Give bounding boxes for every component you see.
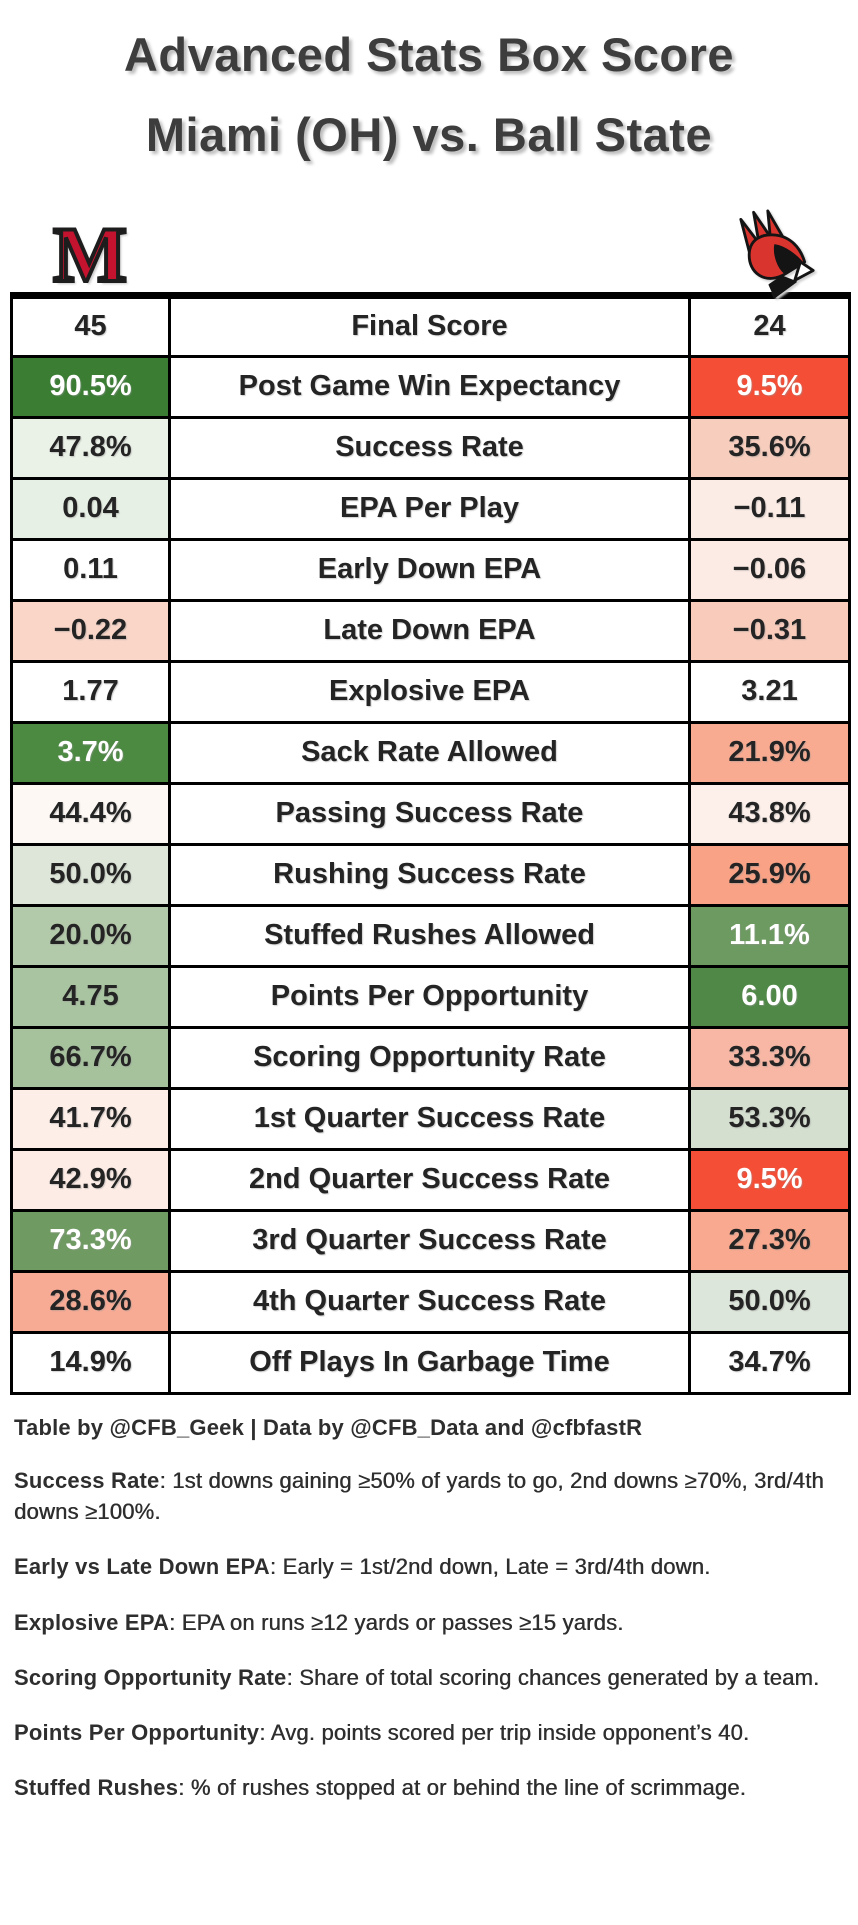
miami-value-cell: 42.9% <box>10 1147 171 1212</box>
footnote-term: Explosive EPA <box>14 1609 170 1635</box>
table-row: 47.8% Success Rate 35.6% <box>10 415 851 480</box>
miami-m-icon: M <box>51 211 129 298</box>
ballstate-value-cell: 11.1% <box>688 903 851 968</box>
ballstate-value-cell: 9.5% <box>688 354 851 419</box>
metric-label-cell: Rushing Success Rate <box>168 842 691 907</box>
footnote-term: Points Per Opportunity <box>14 1720 260 1746</box>
miami-value-cell: 14.9% <box>10 1330 171 1395</box>
cardinal-icon <box>739 209 815 299</box>
footnote: Early vs Late Down EPA: Early = 1st/2nd … <box>14 1551 844 1582</box>
metric-label-cell: Off Plays In Garbage Time <box>168 1330 691 1395</box>
ballstate-value-cell: −0.31 <box>688 598 851 663</box>
metric-label-cell: Stuffed Rushes Allowed <box>168 903 691 968</box>
box-score-table: 45 Final Score 24 90.5% Post Game Win Ex… <box>10 291 851 1395</box>
miami-value-cell: 0.04 <box>10 476 171 541</box>
footnote-term: Scoring Opportunity Rate <box>14 1664 287 1690</box>
footnote: Success Rate: 1st downs gaining ≥50% of … <box>14 1465 844 1527</box>
ballstate-value-cell: 35.6% <box>688 415 851 480</box>
table-row: 41.7% 1st Quarter Success Rate 53.3% <box>10 1086 851 1151</box>
footnote-term: Success Rate <box>14 1467 160 1493</box>
miami-oh-logo: M <box>50 213 130 301</box>
ballstate-value-cell: 53.3% <box>688 1086 851 1151</box>
footnote-text: : EPA on runs ≥12 yards or passes ≥15 ya… <box>169 1609 624 1635</box>
miami-value-cell: 90.5% <box>10 354 171 419</box>
footnote-text: : Share of total scoring chances generat… <box>286 1664 820 1690</box>
footnote-text: : 1st downs gaining ≥50% of yards to go,… <box>14 1467 824 1525</box>
table-row: 14.9% Off Plays In Garbage Time 34.7% <box>10 1330 851 1395</box>
metric-label-cell: Scoring Opportunity Rate <box>168 1025 691 1090</box>
metric-label-cell: 2nd Quarter Success Rate <box>168 1147 691 1212</box>
miami-value-cell: 44.4% <box>10 781 171 846</box>
table-row: 66.7% Scoring Opportunity Rate 33.3% <box>10 1025 851 1090</box>
miami-value-cell: 28.6% <box>10 1269 171 1334</box>
table-row: 4.75 Points Per Opportunity 6.00 <box>10 964 851 1029</box>
table-row: 20.0% Stuffed Rushes Allowed 11.1% <box>10 903 851 968</box>
metric-label-cell: Post Game Win Expectancy <box>168 354 691 419</box>
footnote: Scoring Opportunity Rate: Share of total… <box>14 1662 844 1693</box>
footnote-text: : Early = 1st/2nd down, Late = 3rd/4th d… <box>269 1554 711 1580</box>
table-row: −0.22 Late Down EPA −0.31 <box>10 598 851 663</box>
table-row: 42.9% 2nd Quarter Success Rate 9.5% <box>10 1147 851 1212</box>
miami-value-cell: 3.7% <box>10 720 171 785</box>
table-row: 44.4% Passing Success Rate 43.8% <box>10 781 851 846</box>
miami-value-cell: 41.7% <box>10 1086 171 1151</box>
metric-label-cell: Points Per Opportunity <box>168 964 691 1029</box>
metric-label-cell: Success Rate <box>168 415 691 480</box>
ballstate-value-cell: 6.00 <box>688 964 851 1029</box>
footnote-text: : % of rushes stopped at or behind the l… <box>178 1775 746 1801</box>
metric-label-cell: 4th Quarter Success Rate <box>168 1269 691 1334</box>
ballstate-value-cell: 24 <box>688 293 851 358</box>
miami-value-cell: 0.11 <box>10 537 171 602</box>
footnote: Explosive EPA: EPA on runs ≥12 yards or … <box>14 1607 844 1638</box>
footnote-term: Early vs Late Down EPA <box>14 1554 270 1580</box>
metric-label-cell: Explosive EPA <box>168 659 691 724</box>
footnote: Stuffed Rushes: % of rushes stopped at o… <box>14 1772 844 1803</box>
ballstate-value-cell: 9.5% <box>688 1147 851 1212</box>
footnote-term: Stuffed Rushes <box>14 1775 179 1801</box>
miami-value-cell: 4.75 <box>10 964 171 1029</box>
table-row: 73.3% 3rd Quarter Success Rate 27.3% <box>10 1208 851 1273</box>
table-row: 45 Final Score 24 <box>10 293 851 358</box>
ballstate-value-cell: 34.7% <box>688 1330 851 1395</box>
metric-label-cell: Early Down EPA <box>168 537 691 602</box>
table-row: 28.6% 4th Quarter Success Rate 50.0% <box>10 1269 851 1334</box>
metric-label-cell: EPA Per Play <box>168 476 691 541</box>
table-row: 90.5% Post Game Win Expectancy 9.5% <box>10 354 851 419</box>
ballstate-value-cell: 50.0% <box>688 1269 851 1334</box>
metric-label-cell: Passing Success Rate <box>168 781 691 846</box>
table-row: 3.7% Sack Rate Allowed 21.9% <box>10 720 851 785</box>
miami-value-cell: 20.0% <box>10 903 171 968</box>
ballstate-value-cell: 27.3% <box>688 1208 851 1273</box>
ballstate-value-cell: 43.8% <box>688 781 851 846</box>
ballstate-value-cell: 25.9% <box>688 842 851 907</box>
page-title-line2: Miami (OH) vs. Ball State <box>145 108 713 162</box>
table-row: 0.11 Early Down EPA −0.06 <box>10 537 851 602</box>
ballstate-value-cell: −0.06 <box>688 537 851 602</box>
ballstate-value-cell: 3.21 <box>688 659 851 724</box>
miami-value-cell: 50.0% <box>10 842 171 907</box>
footnote-text: : Avg. points scored per trip inside opp… <box>259 1720 750 1746</box>
ballstate-value-cell: 33.3% <box>688 1025 851 1090</box>
metric-label-cell: Late Down EPA <box>168 598 691 663</box>
footnote: Points Per Opportunity: Avg. points scor… <box>14 1717 844 1748</box>
metric-label-cell: 1st Quarter Success Rate <box>168 1086 691 1151</box>
metric-label-cell: Sack Rate Allowed <box>168 720 691 785</box>
miami-value-cell: 66.7% <box>10 1025 171 1090</box>
ball-state-cardinal-logo <box>739 209 815 299</box>
metric-label-cell: 3rd Quarter Success Rate <box>168 1208 691 1273</box>
table-row: 1.77 Explosive EPA 3.21 <box>10 659 851 724</box>
metric-label-cell: Final Score <box>168 293 691 358</box>
footer: Table by @CFB_Geek | Data by @CFB_Data a… <box>14 1415 844 1804</box>
credit-line: Table by @CFB_Geek | Data by @CFB_Data a… <box>14 1414 643 1440</box>
miami-value-cell: 73.3% <box>10 1208 171 1273</box>
miami-value-cell: 45 <box>10 293 171 358</box>
miami-value-cell: −0.22 <box>10 598 171 663</box>
table-row: 50.0% Rushing Success Rate 25.9% <box>10 842 851 907</box>
ballstate-value-cell: −0.11 <box>688 476 851 541</box>
table-row: 0.04 EPA Per Play −0.11 <box>10 476 851 541</box>
miami-value-cell: 47.8% <box>10 415 171 480</box>
miami-value-cell: 1.77 <box>10 659 171 724</box>
page-title-line1: Advanced Stats Box Score <box>123 28 735 81</box>
ballstate-value-cell: 21.9% <box>688 720 851 785</box>
